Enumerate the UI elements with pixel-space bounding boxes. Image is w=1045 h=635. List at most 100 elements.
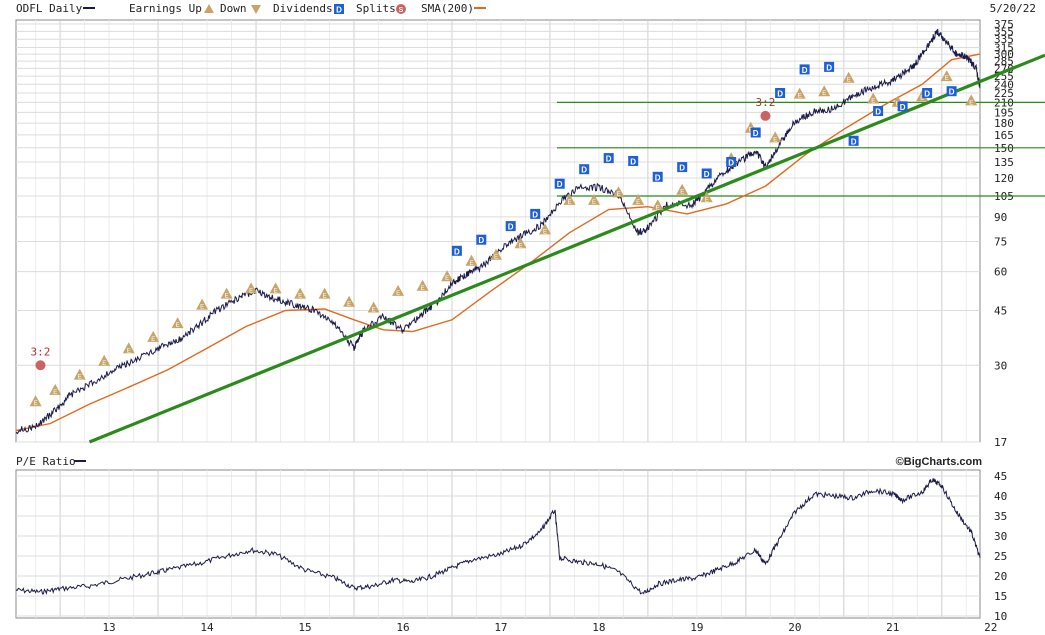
date-label: 5/20/22 xyxy=(990,2,1036,15)
svg-text:D: D xyxy=(581,166,587,175)
legend-label-down: Down xyxy=(220,2,247,15)
earnings-up-icon: E xyxy=(842,71,855,84)
earnings-up-icon xyxy=(204,4,214,13)
earnings-up-icon: E xyxy=(818,85,831,97)
earnings-up-icon: E xyxy=(343,295,356,308)
svg-text:E: E xyxy=(945,76,949,82)
y-tick-label: 15 xyxy=(994,590,1007,603)
dividend-icon: D xyxy=(750,127,761,138)
y-tick-label: 20 xyxy=(994,570,1007,583)
dividend-icon: D xyxy=(922,88,933,99)
pe-y-axis: 45 40 35 30 25 20 15 10 xyxy=(994,470,1007,623)
earnings-up-icon: E xyxy=(171,317,184,329)
earnings-up-icon: E xyxy=(490,248,502,261)
x-axis: 13 14 15 16 17 18 19 20 21 22 xyxy=(102,621,997,634)
earnings-up-icon: E xyxy=(514,237,527,249)
svg-text:E: E xyxy=(636,200,640,206)
x-tick-label: 16 xyxy=(396,621,409,634)
x-tick-label: 19 xyxy=(690,621,703,634)
brand-label: ©BigCharts.com xyxy=(896,456,983,468)
y-tick-label: 120 xyxy=(994,172,1014,185)
earnings-up-icon: E xyxy=(632,193,645,206)
legend-label-dividends: Dividends xyxy=(273,2,333,15)
svg-text:D: D xyxy=(851,137,857,146)
y-tick-label: 35 xyxy=(994,510,1007,523)
earnings-up-icon: E xyxy=(965,94,978,106)
svg-text:D: D xyxy=(454,247,460,256)
svg-text:E: E xyxy=(920,96,924,102)
dividend-icon: D xyxy=(628,156,639,167)
svg-text:E: E xyxy=(249,288,253,294)
svg-text:D: D xyxy=(679,164,685,173)
trendline xyxy=(88,53,1045,444)
pe-line xyxy=(15,477,981,595)
split-label: 3:2 xyxy=(31,345,51,358)
split-icon xyxy=(35,360,46,371)
x-tick-label: 20 xyxy=(788,621,801,634)
svg-text:E: E xyxy=(518,243,522,249)
earnings-up-icon: E xyxy=(563,193,576,206)
svg-text:E: E xyxy=(494,255,498,261)
dividend-icon: D xyxy=(603,153,614,164)
y-tick-label: 30 xyxy=(994,359,1007,372)
svg-text:D: D xyxy=(478,236,484,245)
split-icon: S xyxy=(396,4,406,14)
price-plot-frame xyxy=(15,19,981,443)
svg-text:D: D xyxy=(802,66,808,75)
x-tick-label: 13 xyxy=(102,621,115,634)
svg-text:E: E xyxy=(274,288,278,294)
earnings-up-icon: E xyxy=(245,282,258,294)
svg-text:E: E xyxy=(102,361,106,367)
y-tick-label: 240 xyxy=(994,78,1014,91)
svg-text:D: D xyxy=(777,90,783,99)
split-label: 3:2 xyxy=(756,96,776,109)
x-tick-label: 21 xyxy=(886,621,899,634)
dividend-icon: D xyxy=(476,234,487,245)
y-tick-label: 25 xyxy=(994,550,1007,563)
svg-text:E: E xyxy=(445,276,449,282)
legend-label-earnings-up: Earnings Up xyxy=(129,2,202,15)
svg-text:D: D xyxy=(557,180,563,189)
earnings-up-icon: E xyxy=(539,223,551,235)
svg-text:E: E xyxy=(34,401,38,407)
svg-text:E: E xyxy=(773,137,777,143)
y-tick-label: 75 xyxy=(994,235,1007,248)
earnings-up-icon: E xyxy=(294,287,307,300)
price-series xyxy=(15,28,981,435)
x-tick-label: 15 xyxy=(298,621,311,634)
symbol-label: ODFL Daily xyxy=(16,2,83,15)
earnings-up-icon: E xyxy=(147,330,160,343)
y-tick-label: 195 xyxy=(994,106,1014,119)
earnings-up-icon: E xyxy=(588,193,600,206)
legend-label-sma: SMA(200) xyxy=(421,2,474,15)
svg-text:D: D xyxy=(924,90,930,99)
y-tick-label: 285 xyxy=(994,55,1014,68)
svg-text:D: D xyxy=(728,159,734,168)
dividend-icon: D xyxy=(873,106,884,117)
y-tick-label: 45 xyxy=(994,304,1007,317)
svg-text:D: D xyxy=(753,129,759,138)
svg-text:E: E xyxy=(616,192,620,198)
svg-text:E: E xyxy=(127,348,131,354)
dividend-icon: D xyxy=(848,135,859,146)
dividend-icon: D xyxy=(652,171,663,182)
dividend-icon: D xyxy=(799,64,810,75)
support-trendline xyxy=(88,53,1045,444)
pe-label: P/E Ratio xyxy=(16,455,76,468)
y-tick-label: 180 xyxy=(994,117,1014,130)
sma-line xyxy=(15,53,981,432)
svg-text:S: S xyxy=(399,7,404,14)
earnings-up-icon: E xyxy=(122,342,135,354)
svg-text:E: E xyxy=(798,94,802,100)
dividend-icon: D xyxy=(824,61,835,72)
price-panel: 3753553353153002852702552402252101951801… xyxy=(15,18,1045,449)
svg-text:E: E xyxy=(176,323,180,329)
pe-panel: 45 40 35 30 25 20 15 10 xyxy=(15,469,1007,623)
svg-text:E: E xyxy=(323,294,327,300)
sma-series xyxy=(15,53,981,432)
svg-text:D: D xyxy=(900,103,906,112)
y-tick-label: 165 xyxy=(994,129,1014,142)
earnings-up-icon: E xyxy=(269,282,282,294)
svg-text:D: D xyxy=(826,63,832,72)
